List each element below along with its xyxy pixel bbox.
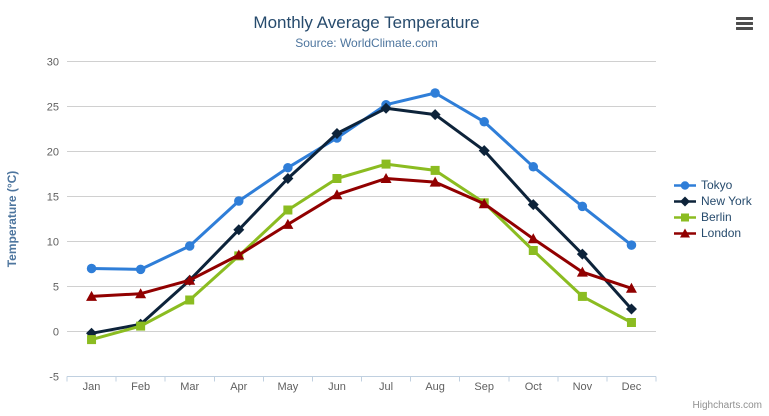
data-point-new-york[interactable]	[625, 303, 637, 315]
data-point-london[interactable]	[429, 176, 441, 187]
data-point-berlin[interactable]	[528, 246, 538, 255]
data-point-london[interactable]	[527, 233, 539, 244]
x-tick-label: Nov	[573, 381, 593, 393]
data-point-tokyo[interactable]	[86, 263, 97, 274]
x-tick-label: Oct	[525, 381, 542, 393]
y-tick-label: -5	[49, 372, 59, 384]
data-point-berlin[interactable]	[332, 174, 342, 183]
y-axis-title: Temperature (°C)	[5, 171, 19, 268]
data-point-berlin[interactable]	[577, 291, 587, 301]
y-tick-label: 10	[47, 237, 59, 249]
series-new-york[interactable]	[86, 102, 637, 339]
hamburger-icon	[736, 27, 753, 30]
triangle-icon	[680, 228, 690, 237]
data-point-tokyo[interactable]	[430, 88, 440, 98]
y-tick-label: 0	[53, 327, 59, 339]
x-tick-label: May	[277, 381, 298, 393]
diamond-marker-icon	[674, 196, 696, 206]
data-point-tokyo[interactable]	[184, 241, 195, 251]
y-tick-label: 20	[47, 147, 59, 159]
y-tick-label: 30	[47, 57, 59, 69]
legend-label-berlin: Berlin	[701, 210, 732, 224]
legend-item-new-york[interactable]: New York	[674, 193, 752, 209]
x-axis	[66, 376, 657, 382]
data-point-tokyo[interactable]	[234, 196, 244, 206]
data-point-new-york[interactable]	[527, 199, 539, 211]
series-line-new-york[interactable]	[90, 106, 633, 335]
x-tick-label: Sep	[474, 381, 494, 393]
data-point-tokyo[interactable]	[577, 201, 588, 212]
y-tick-label: 5	[53, 282, 59, 294]
data-point-london[interactable]	[86, 290, 98, 301]
data-point-berlin[interactable]	[381, 159, 391, 169]
data-point-tokyo[interactable]	[135, 264, 146, 275]
chart-subtitle: Source: WorldClimate.com	[295, 36, 438, 50]
legend-label-new-york: New York	[701, 194, 752, 208]
credits-link[interactable]: Highcharts.com	[692, 400, 762, 411]
x-axis-labels: Jan Feb Mar Apr May Jun Jul Aug Sep Oct Nov Dec	[83, 381, 642, 393]
data-point-new-york[interactable]	[282, 173, 294, 184]
diamond-icon	[680, 196, 690, 206]
y-tick-label: 25	[47, 102, 59, 114]
x-tick-label: Jun	[328, 381, 346, 393]
hamburger-icon	[736, 17, 753, 20]
square-icon	[681, 213, 689, 221]
x-tick-label: Aug	[425, 381, 445, 393]
x-tick-label: Apr	[230, 381, 247, 393]
series-tokyo[interactable]	[86, 88, 637, 275]
chart-title: Monthly Average Temperature	[253, 13, 480, 32]
y-axis-labels: 30 25 20 15 10 5 0 -5	[47, 57, 59, 384]
x-tick-label: Feb	[131, 381, 150, 393]
data-point-london[interactable]	[380, 173, 392, 183]
series-line-berlin[interactable]	[90, 162, 633, 342]
data-point-london[interactable]	[331, 189, 343, 200]
x-tick-label: Jul	[379, 381, 393, 393]
context-menu-button[interactable]	[735, 16, 754, 31]
data-point-new-york[interactable]	[478, 145, 490, 157]
data-point-berlin[interactable]	[626, 318, 636, 327]
data-point-berlin[interactable]	[430, 165, 440, 175]
data-point-london[interactable]	[282, 218, 294, 229]
circle-marker-icon	[674, 180, 696, 190]
x-tick-label: Jan	[83, 381, 101, 393]
legend: Tokyo New York Berlin London	[674, 177, 752, 241]
data-point-berlin[interactable]	[283, 205, 293, 215]
data-point-tokyo[interactable]	[626, 240, 637, 250]
data-point-london[interactable]	[625, 282, 637, 293]
legend-label-london: London	[701, 226, 742, 240]
legend-item-berlin[interactable]: Berlin	[674, 209, 752, 225]
data-point-tokyo[interactable]	[528, 162, 539, 172]
x-tick-label: Mar	[180, 381, 199, 393]
data-point-london[interactable]	[478, 198, 490, 209]
legend-item-london[interactable]: London	[674, 225, 752, 241]
series-london[interactable]	[86, 173, 637, 301]
data-point-new-york[interactable]	[380, 102, 392, 114]
x-tick-label: Dec	[622, 381, 642, 393]
series-line-london[interactable]	[90, 177, 633, 298]
data-point-london[interactable]	[576, 266, 588, 277]
data-point-tokyo[interactable]	[283, 162, 293, 173]
data-point-new-york[interactable]	[576, 248, 588, 260]
y-tick-label: 15	[47, 192, 59, 204]
data-point-london[interactable]	[135, 288, 147, 299]
data-point-tokyo[interactable]	[479, 117, 489, 127]
data-point-new-york[interactable]	[233, 224, 245, 236]
data-point-berlin[interactable]	[87, 335, 97, 345]
data-point-london[interactable]	[184, 274, 196, 285]
legend-item-tokyo[interactable]: Tokyo	[674, 177, 752, 193]
hamburger-icon	[736, 22, 753, 25]
circle-icon	[680, 180, 690, 190]
data-point-berlin[interactable]	[136, 321, 146, 331]
data-point-berlin[interactable]	[185, 295, 195, 305]
legend-label-tokyo: Tokyo	[701, 178, 733, 192]
triangle-marker-icon	[674, 228, 696, 237]
data-point-new-york[interactable]	[331, 128, 343, 139]
square-marker-icon	[674, 213, 696, 221]
data-point-new-york[interactable]	[429, 109, 441, 121]
data-point-london[interactable]	[233, 249, 245, 260]
